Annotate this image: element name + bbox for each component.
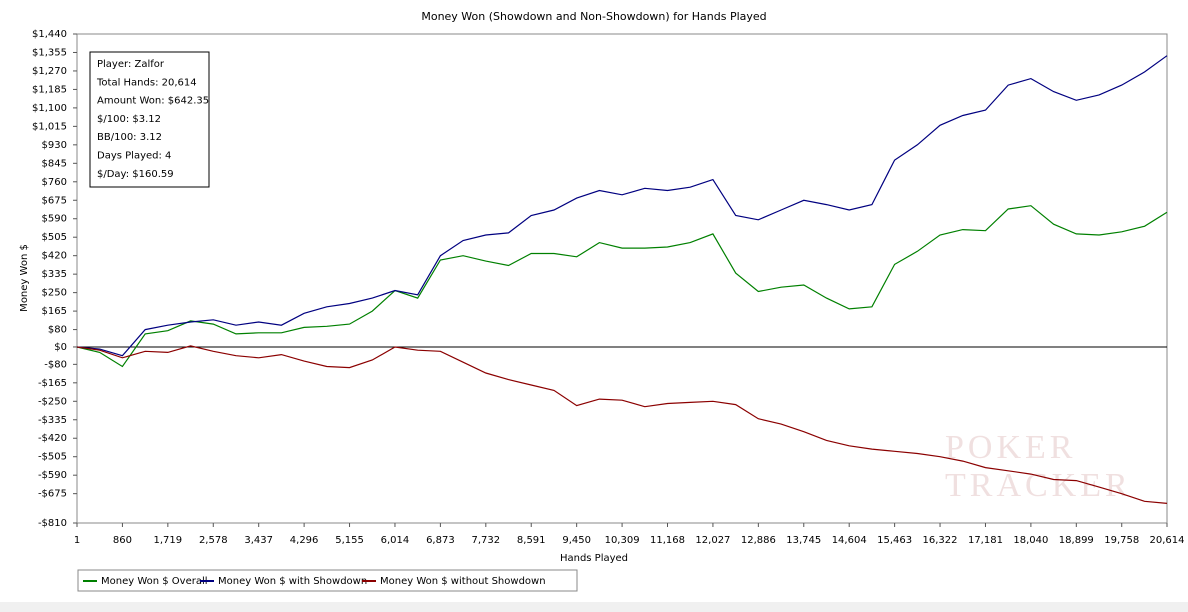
info-box <box>89 51 210 188</box>
x-tick-label: 15,463 <box>877 535 912 546</box>
y-tick-label: $845 <box>42 158 67 169</box>
y-tick-label: $1,355 <box>32 47 67 58</box>
x-tick-label: 19,758 <box>1104 535 1139 546</box>
watermark-text: TRACKER <box>945 467 1132 504</box>
info-line: $/100: $3.12 <box>97 114 161 125</box>
x-tick-label: 6,014 <box>381 535 410 546</box>
y-tick-label: -$165 <box>38 378 67 389</box>
y-tick-label: $1,440 <box>32 29 67 40</box>
y-tick-label: -$420 <box>38 433 67 444</box>
y-axis-label: Money Won $ <box>19 244 30 312</box>
info-line: Player: Zalfor <box>97 59 165 70</box>
x-tick-label: 13,745 <box>786 535 821 546</box>
x-tick-label: 14,604 <box>832 535 867 546</box>
x-tick-label: 1 <box>74 535 80 546</box>
info-line: Days Played: 4 <box>97 151 171 162</box>
series-line <box>76 205 1168 368</box>
x-tick-label: 20,614 <box>1150 535 1185 546</box>
info-line: $/Day: $160.59 <box>97 169 174 180</box>
y-tick-label: -$505 <box>38 452 67 463</box>
x-tick-label: 3,437 <box>244 535 273 546</box>
x-tick-label: 17,181 <box>968 535 1003 546</box>
y-tick-label: $590 <box>42 214 67 225</box>
y-tick-label: $335 <box>42 269 67 280</box>
x-tick-label: 1,719 <box>154 535 183 546</box>
x-tick-label: 4,296 <box>290 535 319 546</box>
watermark-text: POKER <box>945 429 1076 466</box>
y-tick-label: $80 <box>48 325 67 336</box>
x-tick-label: 9,450 <box>562 535 591 546</box>
x-tick-label: 18,899 <box>1059 535 1094 546</box>
y-tick-label: -$80 <box>44 359 67 370</box>
series-line <box>76 345 1168 504</box>
x-tick-label: 6,873 <box>426 535 455 546</box>
y-tick-label: $505 <box>42 232 67 243</box>
y-tick-label: $1,185 <box>32 84 67 95</box>
x-tick-label: 2,578 <box>199 535 228 546</box>
info-line: BB/100: 3.12 <box>97 132 162 143</box>
y-tick-label: -$590 <box>38 470 67 481</box>
y-tick-label: $675 <box>42 195 67 206</box>
y-tick-label: -$810 <box>38 518 67 529</box>
y-tick-label: $760 <box>42 177 67 188</box>
x-tick-label: 12,027 <box>695 535 730 546</box>
y-tick-label: $250 <box>42 288 67 299</box>
y-tick-label: -$335 <box>38 415 67 426</box>
legend-label: Money Won $ with Showdown <box>218 576 367 587</box>
x-tick-label: 16,322 <box>923 535 958 546</box>
legend-label: Money Won $ without Showdown <box>380 576 546 587</box>
y-tick-label: $930 <box>42 140 67 151</box>
series-line <box>76 55 1168 357</box>
x-tick-label: 11,168 <box>650 535 685 546</box>
x-tick-label: 860 <box>113 535 132 546</box>
x-tick-label: 18,040 <box>1013 535 1048 546</box>
x-tick-label: 8,591 <box>517 535 546 546</box>
y-tick-label: $1,015 <box>32 121 67 132</box>
x-tick-label: 12,886 <box>741 535 776 546</box>
info-line: Total Hands: 20,614 <box>96 77 197 88</box>
legend-label: Money Won $ Overall <box>101 576 208 587</box>
status-strip <box>0 602 1188 612</box>
legend-box <box>77 569 578 592</box>
chart-title: Money Won (Showdown and Non-Showdown) fo… <box>421 10 766 23</box>
y-tick-label: $1,270 <box>32 66 67 77</box>
y-tick-label: $1,100 <box>32 103 67 114</box>
x-tick-label: 7,732 <box>471 535 500 546</box>
x-axis-label: Hands Played <box>560 553 628 564</box>
info-line: Amount Won: $642.35 <box>97 96 209 107</box>
y-tick-label: -$250 <box>38 396 67 407</box>
y-tick-label: -$675 <box>38 489 67 500</box>
y-tick-label: $165 <box>42 306 67 317</box>
x-tick-label: 10,309 <box>605 535 640 546</box>
y-tick-label: $0 <box>54 342 67 353</box>
x-tick-label: 5,155 <box>335 535 364 546</box>
y-tick-label: $420 <box>42 251 67 262</box>
